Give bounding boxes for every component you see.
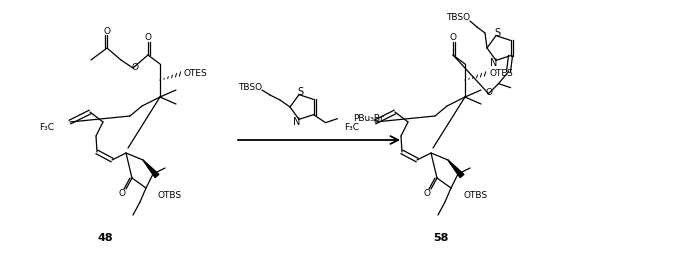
Text: OTBS: OTBS (463, 192, 487, 200)
Text: O: O (119, 188, 126, 198)
Text: 48: 48 (97, 233, 113, 243)
Text: S: S (297, 87, 303, 97)
Text: TBSO: TBSO (238, 84, 262, 92)
Text: O: O (424, 188, 431, 198)
Text: O: O (145, 34, 152, 42)
Text: S: S (494, 28, 500, 38)
Text: TBSO: TBSO (446, 13, 470, 23)
Text: F₃C: F₃C (344, 122, 359, 132)
Text: O: O (131, 62, 138, 71)
Text: 58: 58 (433, 233, 449, 243)
Text: F₃C: F₃C (39, 122, 54, 132)
Text: PBu₃Br: PBu₃Br (354, 114, 384, 123)
Polygon shape (143, 160, 159, 178)
Text: OTES: OTES (489, 69, 513, 77)
Text: OTES: OTES (184, 69, 208, 77)
Text: OTBS: OTBS (158, 192, 182, 200)
Text: N: N (294, 117, 301, 127)
Text: O: O (449, 34, 456, 42)
Text: O: O (485, 88, 492, 97)
Text: N: N (490, 58, 498, 68)
Polygon shape (448, 160, 464, 178)
Text: O: O (103, 26, 110, 36)
